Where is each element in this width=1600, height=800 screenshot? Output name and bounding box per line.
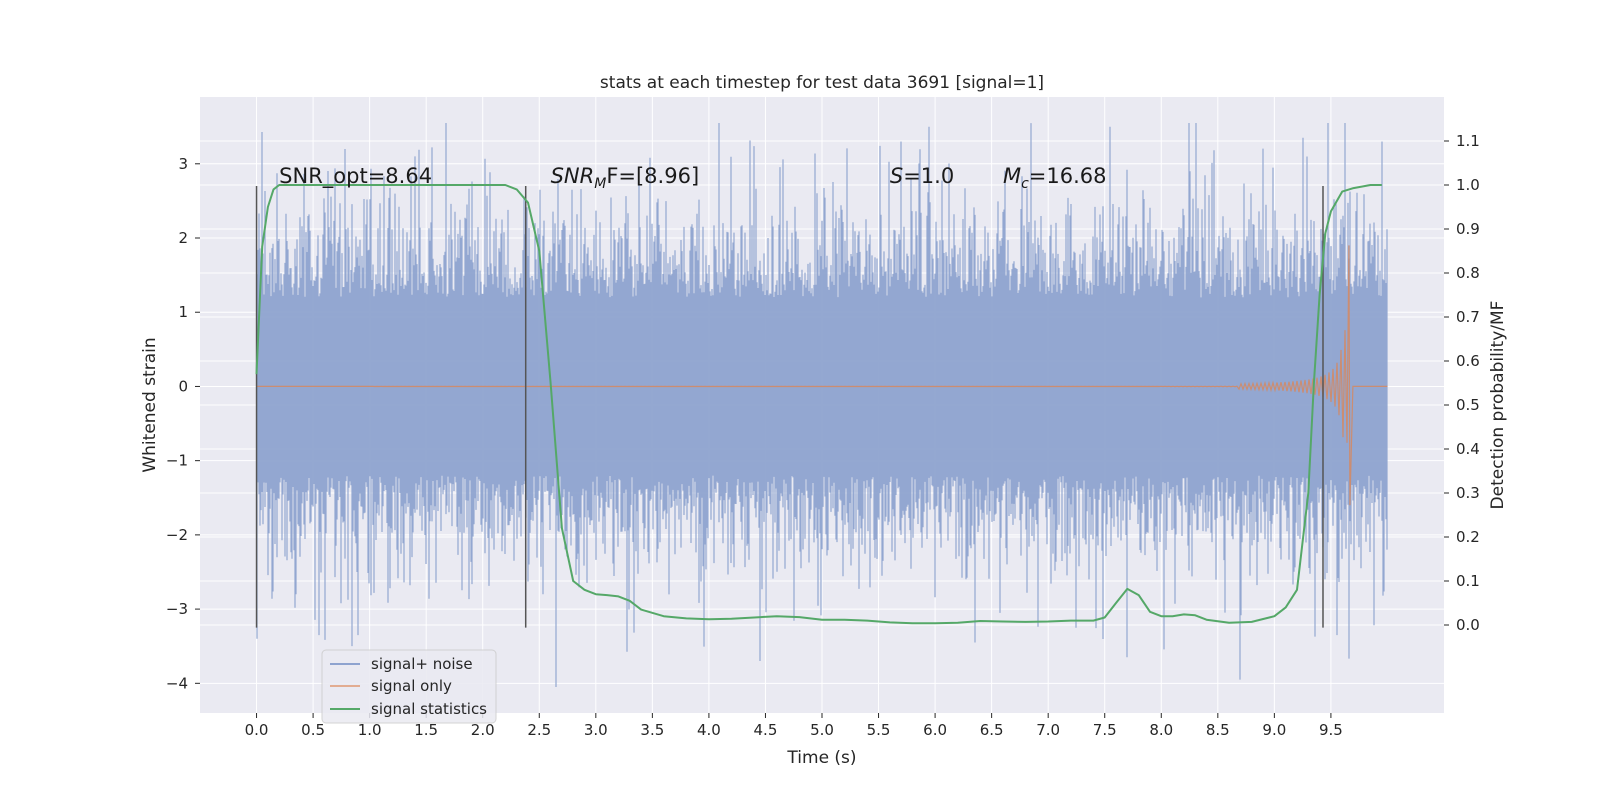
x-tick-label: 2.0: [471, 721, 495, 739]
series-signal-only: [256, 245, 1388, 506]
x-tick-label: 7.5: [1093, 721, 1117, 739]
x-tick-label: 2.5: [527, 721, 551, 739]
y-right-tick-label: 0.4: [1456, 440, 1480, 458]
x-tick-label: 5.0: [810, 721, 834, 739]
x-tick-label: 4.0: [697, 721, 721, 739]
y-axis-ticks: −4 −3 −2 −1 0 1 2 3: [166, 155, 200, 692]
x-tick-label: 0.0: [245, 721, 269, 739]
x-tick-label: 8.5: [1206, 721, 1230, 739]
x-axis-label: Time (s): [786, 748, 856, 768]
x-tick-label: 9.5: [1319, 721, 1343, 739]
x-tick-label: 1.5: [414, 721, 438, 739]
x-tick-label: 0.5: [301, 721, 325, 739]
legend-statistics-label: signal statistics: [371, 700, 487, 718]
annotations: SNR_opt=8.64 SNRMF=[8.96] S=1.0 Mc=16.68: [279, 164, 1106, 192]
y-tick-label: −1: [166, 452, 188, 470]
x-tick-label: 3.5: [640, 721, 664, 739]
right-axis-ticks: 0.0 0.1 0.2 0.3 0.4 0.5 0.6 0.7 0.8 0.9 1.0 1.1: [1444, 132, 1480, 634]
y-tick-label: 0: [178, 377, 188, 395]
y-right-tick-label: 0.2: [1456, 528, 1480, 546]
legend-signal-label: signal only: [371, 677, 452, 695]
y-tick-label: −3: [166, 600, 188, 618]
y-right-tick-label: 0.6: [1456, 352, 1480, 370]
annotation-text: SNR_opt=8.64: [279, 164, 432, 189]
y-tick-label: 3: [178, 155, 188, 173]
annotation-text: S=1.0: [890, 164, 954, 188]
y-right-tick-label: 0.8: [1456, 264, 1480, 282]
y-axis-label: Whitened strain: [140, 337, 160, 472]
legend: signal+ noise signal only signal statist…: [321, 649, 497, 724]
y-right-tick-label: 1.0: [1456, 176, 1480, 194]
y-right-tick-label: 0.7: [1456, 308, 1480, 326]
plot-area: [255, 123, 1388, 687]
statistics-line: [255, 184, 1382, 625]
y-right-tick-label: 1.1: [1456, 132, 1480, 150]
x-tick-label: 8.0: [1149, 721, 1173, 739]
y-right-tick-label: 0.9: [1456, 220, 1480, 238]
right-axis-label: Detection probability/MF: [1488, 301, 1508, 510]
x-tick-label: 6.0: [923, 721, 947, 739]
x-tick-label: 3.0: [584, 721, 608, 739]
y-tick-label: 2: [178, 229, 188, 247]
x-axis-ticks: 0.0 0.5 1.0 1.5 2.0 2.5 3.0 3.5 4.0 4.5 5.0 5.5 6.0 6…: [245, 713, 1343, 739]
x-tick-label: 1.0: [358, 721, 382, 739]
signal-trace: [256, 245, 1388, 506]
y-right-tick-label: 0.3: [1456, 484, 1480, 502]
annotation-text: Mc=16.68: [1003, 164, 1107, 192]
x-tick-label: 9.0: [1262, 721, 1286, 739]
y-right-tick-label: 0.0: [1456, 616, 1480, 634]
series-signal-statistics: [255, 184, 1382, 625]
y-tick-label: −2: [166, 526, 188, 544]
x-tick-label: 4.5: [754, 721, 778, 739]
y-right-tick-label: 0.1: [1456, 572, 1480, 590]
annotation-text: SNRMF=[8.96]: [551, 164, 700, 192]
legend-box: [321, 649, 497, 724]
chart-title: stats at each timestep for test data 369…: [600, 73, 1044, 93]
y-tick-label: −4: [166, 674, 188, 692]
y-right-tick-label: 0.5: [1456, 396, 1480, 414]
x-tick-label: 5.5: [867, 721, 891, 739]
x-tick-label: 7.0: [1036, 721, 1060, 739]
y-tick-label: 1: [178, 303, 188, 321]
legend-noise-label: signal+ noise: [371, 655, 473, 673]
x-tick-label: 6.5: [980, 721, 1004, 739]
